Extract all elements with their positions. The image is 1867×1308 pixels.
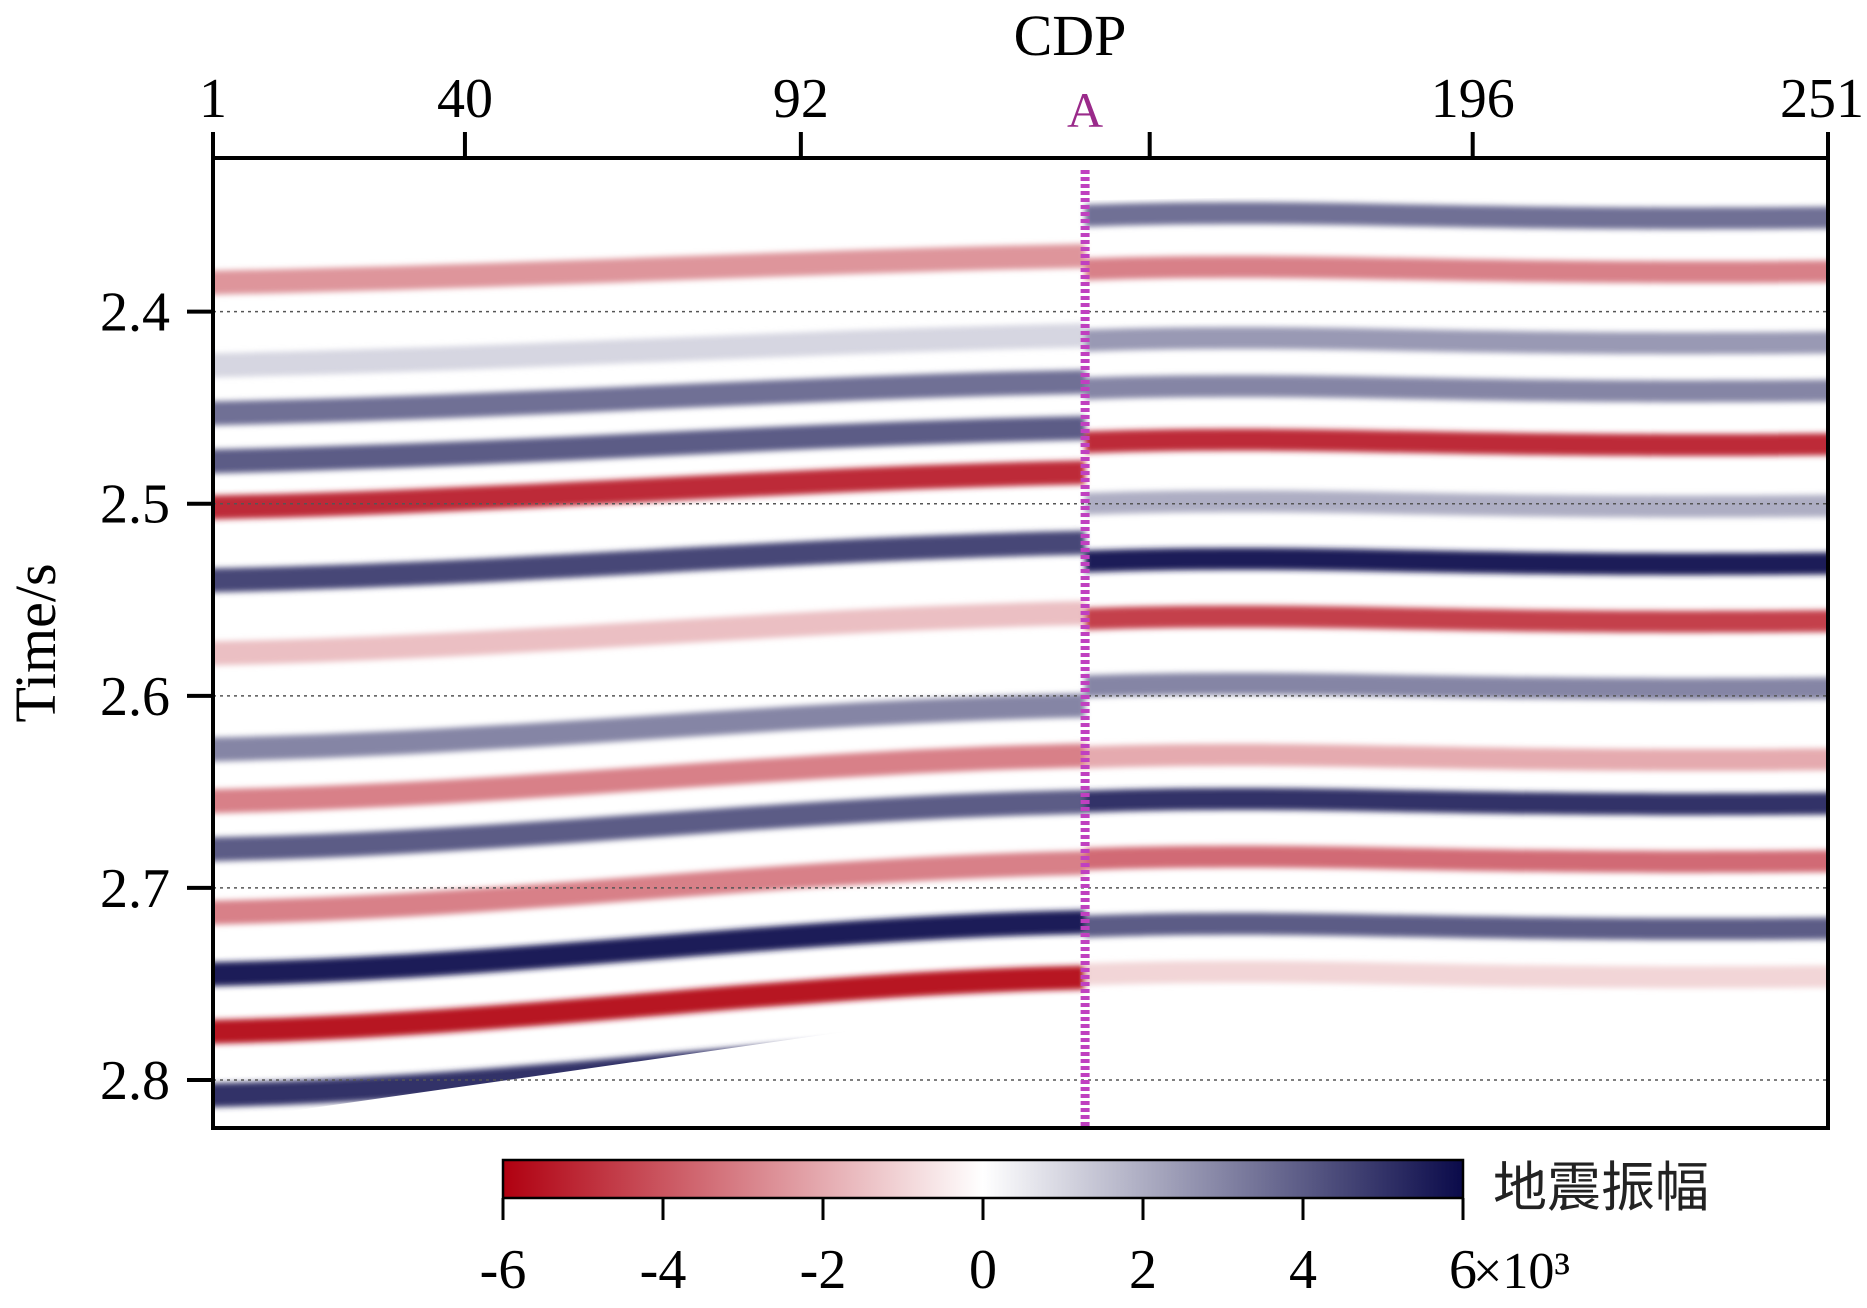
colorbar-tick-label-5: 4: [1289, 1239, 1317, 1301]
horizon-left-1: [213, 323, 1086, 378]
colorbar-tick-label-3: 0: [969, 1239, 997, 1301]
plot-frame: [211, 156, 1830, 1130]
horizon-right-3: [1085, 374, 1828, 403]
horizon-right-1: [1085, 255, 1828, 284]
horizon-right-10: [1085, 787, 1828, 816]
marker-label-a: A: [1067, 82, 1103, 138]
horizon-left-3: [213, 415, 1086, 474]
seismic-data-layer: [213, 202, 1828, 1108]
colorbar-ticks: -6 -4 -2 0 2 4 6: [480, 1198, 1477, 1301]
horizon-left-0: [213, 243, 1086, 295]
x-axis-title: CDP: [1014, 3, 1127, 68]
x-tick-label-3: 196: [1431, 68, 1515, 130]
y-tick-label-1: 2.5: [100, 474, 170, 536]
gridlines: [213, 310, 1828, 1081]
colorbar-title: 地震振幅: [1493, 1156, 1709, 1219]
y-tick-label-2: 2.6: [100, 666, 170, 728]
horizon-left-4: [213, 460, 1086, 520]
horizon-left-2: [213, 369, 1086, 426]
horizon-left-8: [213, 743, 1086, 814]
colorbar-tick-label-0: -6: [480, 1239, 527, 1301]
horizon-right-11: [1085, 845, 1828, 873]
horizon-right-12: [1085, 912, 1828, 941]
horizon-left-10: [213, 850, 1086, 925]
y-axis: 2.4 2.5 2.6 2.7 2.8: [100, 282, 213, 1112]
x-tick-label-1: 40: [437, 68, 493, 130]
horizon-left-9: [213, 789, 1086, 862]
horizon-right-8: [1085, 672, 1828, 700]
horizon-right-9: [1085, 743, 1828, 772]
horizon-left-11: [213, 909, 1086, 987]
y-axis-title: Time/s: [3, 563, 68, 722]
horizon-right-4: [1085, 428, 1828, 457]
horizon-left-5: [213, 530, 1086, 593]
x-axis: 1 40 92 196 251: [199, 68, 1864, 158]
y-tick-label-4: 2.8: [100, 1050, 170, 1112]
horizon-right-0: [1085, 202, 1828, 230]
colorbar-tick-label-4: 2: [1129, 1239, 1157, 1301]
horizon-right-2: [1085, 326, 1828, 355]
x-tick-label-2: 92: [773, 68, 829, 130]
colorbar-tick-label-6: 6: [1449, 1239, 1477, 1301]
x-tick-label-4: 251: [1780, 68, 1864, 130]
horizon-left-7: [213, 693, 1086, 762]
x-tick-label-0: 1: [199, 68, 227, 130]
horizon-right-7: [1085, 605, 1828, 633]
colorbar-tick-label-1: -4: [640, 1239, 687, 1301]
y-tick-label-0: 2.4: [100, 282, 170, 344]
colorbar-multiplier: ×10³: [1473, 1243, 1570, 1300]
colorbar-tick-label-2: -2: [800, 1239, 847, 1301]
y-tick-label-3: 2.7: [100, 858, 170, 920]
colorbar: [501, 1158, 1465, 1200]
horizon-right-6: [1085, 547, 1828, 576]
horizon-left-12: [213, 965, 1086, 1044]
horizon-left-6: [213, 600, 1086, 666]
horizon-right-13: [1085, 960, 1828, 989]
